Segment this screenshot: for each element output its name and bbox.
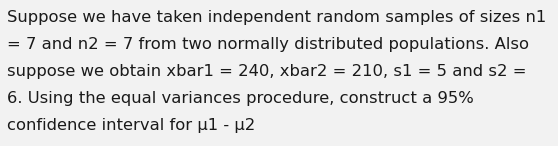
Text: suppose we obtain xbar1 = 240, xbar2 = 210, s1 = 5 and s2 =: suppose we obtain xbar1 = 240, xbar2 = 2… bbox=[7, 64, 527, 79]
Text: 6. Using the equal variances procedure, construct a 95%: 6. Using the equal variances procedure, … bbox=[7, 91, 474, 106]
Text: Suppose we have taken independent random samples of sizes n1: Suppose we have taken independent random… bbox=[7, 10, 546, 25]
Text: = 7 and n2 = 7 from two normally distributed populations. Also: = 7 and n2 = 7 from two normally distrib… bbox=[7, 37, 529, 52]
Text: confidence interval for μ1 - μ2: confidence interval for μ1 - μ2 bbox=[7, 118, 256, 133]
